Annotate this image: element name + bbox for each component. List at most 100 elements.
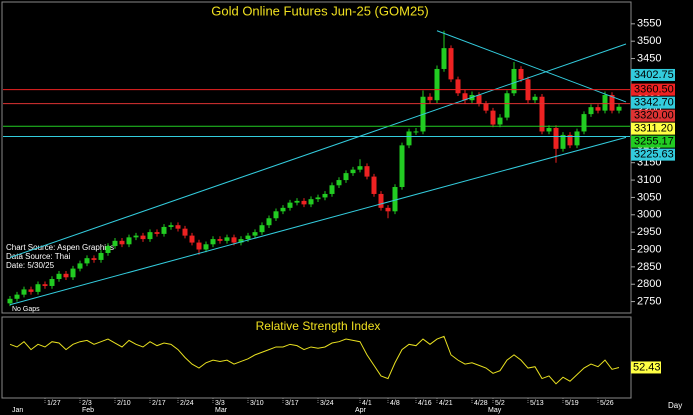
- trendline: [9, 43, 627, 258]
- candle-body: [56, 273, 62, 280]
- candle-body: [273, 211, 279, 219]
- candle-body: [434, 68, 440, 101]
- candle-body: [588, 107, 594, 115]
- candle-body: [175, 225, 181, 229]
- candle-body: [497, 117, 503, 125]
- candle-body: [105, 246, 111, 253]
- candle-body: [245, 235, 251, 240]
- annotation: Chart Source: Aspen Graphics: [6, 243, 114, 252]
- level-label-box: [631, 68, 675, 81]
- candle-body: [280, 207, 286, 212]
- candle-body: [77, 263, 83, 269]
- candle-body: [140, 235, 146, 240]
- candle-body: [609, 95, 615, 111]
- candle-body: [448, 48, 454, 80]
- annotation: No Gaps: [12, 306, 40, 313]
- x-tick-label: 3/3: [215, 400, 225, 407]
- candle-body: [364, 166, 370, 177]
- y-tick-label: 2850: [637, 261, 661, 273]
- candle-body: [182, 228, 188, 236]
- level-label: 3342.70: [634, 97, 674, 109]
- y-tick-label: 2900: [637, 243, 661, 255]
- candle-body: [238, 239, 244, 243]
- candle-body: [49, 279, 55, 286]
- candle-body: [567, 134, 573, 146]
- candle-body: [14, 294, 20, 299]
- month-label: Mar: [215, 407, 228, 414]
- x-tick-label: 2/3: [82, 400, 92, 407]
- candle-body: [343, 173, 349, 181]
- x-tick-label: 3/10: [250, 400, 264, 407]
- chart-title: Gold Online Futures Jun-25 (GOM25): [211, 3, 428, 18]
- candle-body: [560, 134, 566, 149]
- candle-body: [413, 131, 419, 133]
- candle-body: [427, 96, 433, 101]
- candle-body: [385, 207, 391, 212]
- candle-body: [161, 226, 167, 234]
- level-label-box: [631, 148, 675, 161]
- candle-body: [231, 237, 237, 243]
- candle-body: [441, 48, 447, 69]
- candle-body: [35, 284, 41, 292]
- candle-body: [189, 235, 195, 243]
- month-label: May: [488, 407, 502, 414]
- candle-body: [98, 252, 104, 260]
- candle-body: [511, 68, 517, 94]
- candle-body: [371, 176, 377, 194]
- x-tick-label: 5/13: [530, 400, 544, 407]
- x-tick-label: 2/24: [180, 400, 194, 407]
- candle-body: [154, 232, 160, 234]
- x-tick-label: 2/17: [152, 400, 166, 407]
- candle-body: [476, 95, 482, 104]
- candle-body: [119, 240, 125, 245]
- candle-body: [63, 273, 69, 278]
- candle-body: [84, 258, 90, 264]
- candle-body: [294, 200, 300, 203]
- candle-body: [581, 114, 587, 132]
- candle-body: [546, 127, 552, 132]
- y-tick-label: 3100: [637, 174, 661, 186]
- rsi-value-label: 52.43: [633, 361, 661, 373]
- x-tick-label: 4/28: [474, 400, 488, 407]
- candle-body: [483, 103, 489, 111]
- level-label: 3255.17: [634, 136, 674, 148]
- y-tick-label: 2750: [637, 295, 661, 307]
- candle-body: [112, 240, 118, 247]
- candle-body: [399, 145, 405, 188]
- candle-body: [595, 107, 601, 111]
- x-tick-label: 5/2: [495, 400, 505, 407]
- candle-body: [301, 200, 307, 205]
- y-tick-label: 3050: [637, 191, 661, 203]
- level-label: 3225.63: [634, 149, 674, 161]
- annotation: Date: 5/30/25: [6, 261, 55, 270]
- rsi-panel: [1, 316, 632, 399]
- level-label-box: [631, 96, 675, 109]
- rsi-line: [9, 335, 620, 385]
- x-unit-label: Day: [668, 401, 682, 410]
- x-tick-label: 4/1: [362, 400, 372, 407]
- candle-body: [91, 258, 97, 260]
- rsi-title: Relative Strength Index: [256, 319, 381, 333]
- level-label-box: [631, 83, 675, 96]
- x-tick-label: 3/24: [320, 400, 334, 407]
- candle-body: [224, 237, 230, 241]
- x-tick-label: 5/26: [600, 400, 614, 407]
- annotation: Data Source: Thai: [6, 252, 71, 261]
- candle-body: [518, 68, 524, 80]
- candle-body: [553, 127, 559, 149]
- candle-body: [336, 180, 342, 186]
- month-label: Feb: [82, 407, 94, 414]
- y-tick-label: 3450: [637, 52, 661, 64]
- level-label-box: [631, 135, 675, 148]
- candle-body: [70, 268, 76, 278]
- candle-body: [406, 131, 412, 146]
- x-tick-label: 2/10: [117, 400, 131, 407]
- level-label-box: [631, 122, 675, 135]
- y-tick-label: 2800: [637, 278, 661, 290]
- candle-body: [315, 197, 321, 200]
- candle-body: [217, 239, 223, 241]
- candle-body: [259, 225, 265, 233]
- month-label: Apr: [355, 407, 367, 414]
- rsi-value-box: [631, 361, 661, 374]
